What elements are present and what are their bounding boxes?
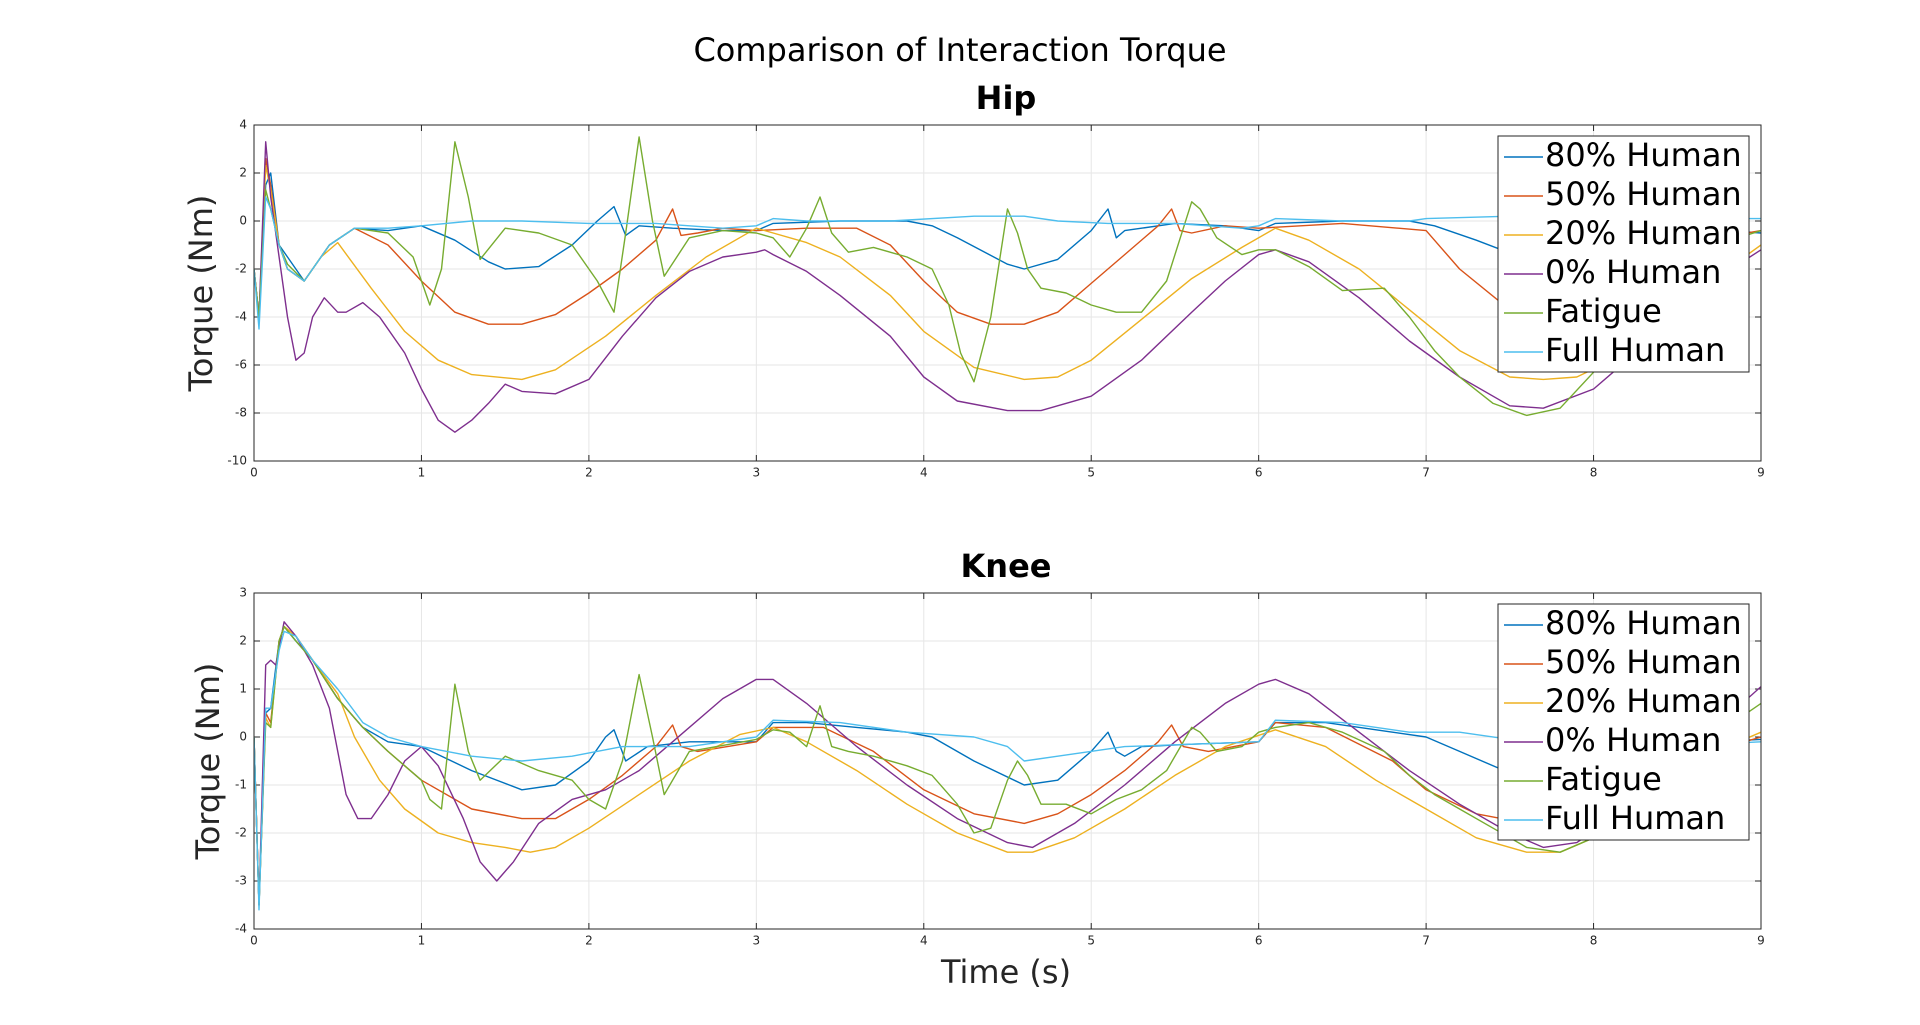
hip-series-line-0pct-human: [254, 141, 1761, 433]
knee-axes-box: [253, 592, 1762, 930]
hip-series-lines: [254, 136, 1761, 433]
x-axis-label: Time (s): [940, 953, 1071, 991]
knee-title: Knee: [961, 547, 1052, 585]
knee-x-tick-label: 8: [1590, 934, 1598, 948]
hip-y-tick-label: -8: [235, 406, 247, 420]
knee-x-tick-label: 5: [1087, 934, 1095, 948]
hip-x-tick-label: 1: [418, 466, 426, 480]
hip-x-tick-label: 5: [1087, 466, 1095, 480]
hip-y-tick-label: 4: [239, 118, 247, 132]
knee-x-tick-label: 9: [1757, 934, 1765, 948]
hip-x-tick-label: 9: [1757, 466, 1765, 480]
knee-y-tick-label: 1: [239, 682, 247, 696]
knee-series-lines: [254, 621, 1761, 911]
hip-x-tick-label: 4: [920, 466, 928, 480]
hip-legend-label: 20% Human: [1545, 214, 1742, 252]
knee-y-tick-label: -1: [235, 778, 247, 792]
knee-x-tick-label: 4: [920, 934, 928, 948]
hip-y-tick-label: 0: [239, 214, 247, 228]
knee-legend-label: Full Human: [1545, 799, 1725, 837]
knee-x-tick-label: 0: [250, 934, 258, 948]
knee-y-tick-label: -2: [235, 826, 247, 840]
hip-x-tick-label: 0: [250, 466, 258, 480]
hip-series-line-full-human: [254, 196, 1761, 330]
knee-series-line-fatigue: [254, 625, 1761, 906]
knee-y-tick-label: -4: [235, 922, 247, 936]
hip-y-tick-label: -2: [235, 262, 247, 276]
knee-legend-label: 50% Human: [1545, 643, 1742, 681]
hip-legend-box: [1497, 135, 1750, 373]
knee-y-tick-label: 0: [239, 730, 247, 744]
knee-x-tick-label: 7: [1422, 934, 1430, 948]
hip-x-tick-label: 8: [1590, 466, 1598, 480]
hip-x-tick-label: 6: [1255, 466, 1263, 480]
knee-ticks: 0 1 2 3 4 5 6 7 8 9 -4 -3 -2 -1 0 1 2 3: [235, 586, 1765, 948]
knee-y-tick-label: 3: [239, 586, 247, 600]
knee-legend-label: 0% Human: [1545, 721, 1721, 759]
knee-legend-label: 20% Human: [1545, 682, 1742, 720]
hip-series-line-fatigue: [254, 136, 1761, 417]
knee-x-tick-label: 1: [418, 934, 426, 948]
knee-legend-box: [1497, 603, 1750, 841]
knee-y-tick-label: -3: [235, 874, 247, 888]
knee-x-tick-label: 2: [585, 934, 593, 948]
hip-legend-label: Full Human: [1545, 331, 1725, 369]
hip-subplot: Hip Torque (Nm) 0 1 2 3 4 5 6 7 8 9 -10 -8 -6 -4 -2 0 2 4…: [182, 79, 1765, 480]
knee-x-tick-label: 6: [1255, 934, 1263, 948]
hip-legend-label: 80% Human: [1545, 136, 1742, 174]
hip-title: Hip: [976, 79, 1037, 117]
hip-legend-label: Fatigue: [1545, 292, 1662, 330]
knee-x-tick-label: 3: [753, 934, 761, 948]
hip-axes-box: [253, 124, 1762, 462]
hip-y-tick-label: -10: [227, 454, 247, 468]
knee-series-line-full-human: [254, 630, 1761, 911]
knee-series-line-0pct-human: [254, 621, 1761, 906]
figure-suptitle: Comparison of Interaction Torque: [693, 31, 1226, 69]
knee-ylabel: Torque (Nm): [189, 663, 227, 861]
hip-legend-label: 0% Human: [1545, 253, 1721, 291]
knee-subplot: Knee Torque (Nm) 0 1 2 3 4 5 6 7 8 9 -4 -3 -2 -1 0 1 2 3 8…: [189, 547, 1765, 948]
knee-y-tick-label: 2: [239, 634, 247, 648]
hip-legend-label: 50% Human: [1545, 175, 1742, 213]
hip-x-tick-label: 2: [585, 466, 593, 480]
knee-legend-label: 80% Human: [1545, 604, 1742, 642]
knee-legend-label: Fatigue: [1545, 760, 1662, 798]
hip-x-tick-label: 7: [1422, 466, 1430, 480]
hip-y-tick-label: -4: [235, 310, 247, 324]
hip-ylabel: Torque (Nm): [182, 195, 220, 393]
hip-y-tick-label: -6: [235, 358, 247, 372]
hip-y-tick-label: 2: [239, 166, 247, 180]
hip-x-tick-label: 3: [753, 466, 761, 480]
